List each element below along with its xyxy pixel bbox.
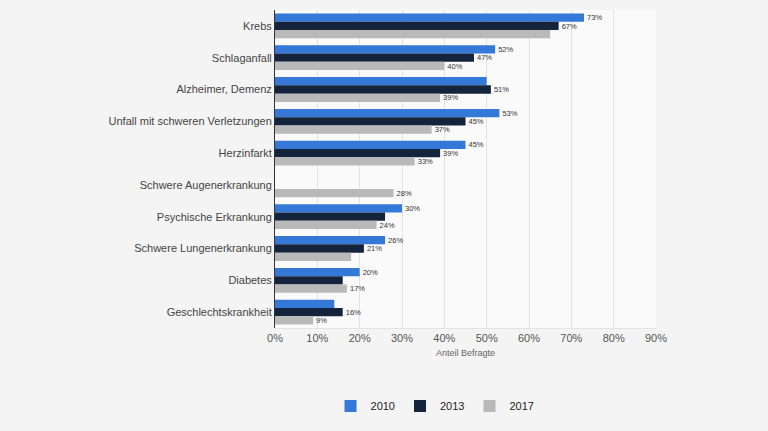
svg-text:40%: 40% bbox=[447, 62, 462, 71]
svg-text:70%: 70% bbox=[560, 332, 582, 344]
svg-text:80%: 80% bbox=[603, 332, 625, 344]
svg-text:24%: 24% bbox=[380, 221, 395, 230]
svg-text:Krebs: Krebs bbox=[243, 20, 272, 32]
svg-text:Herzinfarkt: Herzinfarkt bbox=[219, 147, 272, 159]
svg-text:40%: 40% bbox=[433, 332, 455, 344]
svg-text:Diabetes: Diabetes bbox=[228, 274, 272, 286]
svg-text:47%: 47% bbox=[477, 53, 492, 62]
svg-text:Unfall mit schweren Verletzung: Unfall mit schweren Verletzungen bbox=[109, 115, 272, 127]
svg-text:53%: 53% bbox=[502, 109, 517, 118]
svg-text:2013: 2013 bbox=[440, 400, 464, 412]
svg-text:17%: 17% bbox=[350, 284, 365, 293]
svg-text:30%: 30% bbox=[391, 332, 413, 344]
svg-text:51%: 51% bbox=[494, 85, 509, 94]
svg-text:Anteil Befragte: Anteil Befragte bbox=[436, 348, 495, 358]
svg-text:52%: 52% bbox=[498, 45, 513, 54]
svg-text:39%: 39% bbox=[443, 93, 458, 102]
svg-text:21%: 21% bbox=[367, 244, 382, 253]
svg-text:30%: 30% bbox=[405, 204, 420, 213]
svg-text:45%: 45% bbox=[469, 117, 484, 126]
svg-text:2017: 2017 bbox=[509, 400, 533, 412]
svg-text:50%: 50% bbox=[476, 332, 498, 344]
svg-text:Schwere Augenerkrankung: Schwere Augenerkrankung bbox=[140, 179, 272, 191]
svg-text:28%: 28% bbox=[397, 189, 412, 198]
svg-text:90%: 90% bbox=[645, 332, 667, 344]
svg-text:10%: 10% bbox=[306, 332, 328, 344]
svg-text:37%: 37% bbox=[435, 125, 450, 134]
svg-text:Psychische Erkrankung: Psychische Erkrankung bbox=[157, 211, 272, 223]
svg-text:26%: 26% bbox=[388, 236, 403, 245]
svg-text:Alzheimer, Demenz: Alzheimer, Demenz bbox=[176, 83, 271, 95]
svg-text:2010: 2010 bbox=[371, 400, 395, 412]
svg-text:16%: 16% bbox=[346, 308, 361, 317]
svg-text:Schwere Lungenerkrankung: Schwere Lungenerkrankung bbox=[134, 242, 272, 254]
svg-text:20%: 20% bbox=[363, 268, 378, 277]
svg-text:67%: 67% bbox=[562, 22, 577, 31]
svg-text:39%: 39% bbox=[443, 149, 458, 158]
svg-text:0%: 0% bbox=[267, 332, 283, 344]
svg-text:Schlaganfall: Schlaganfall bbox=[212, 52, 272, 64]
svg-text:20%: 20% bbox=[349, 332, 371, 344]
svg-text:45%: 45% bbox=[469, 140, 484, 149]
svg-text:73%: 73% bbox=[587, 13, 602, 22]
svg-text:60%: 60% bbox=[518, 332, 540, 344]
svg-text:9%: 9% bbox=[316, 316, 327, 325]
svg-text:33%: 33% bbox=[418, 157, 433, 166]
svg-text:Geschlechtskrankheit: Geschlechtskrankheit bbox=[167, 306, 272, 318]
